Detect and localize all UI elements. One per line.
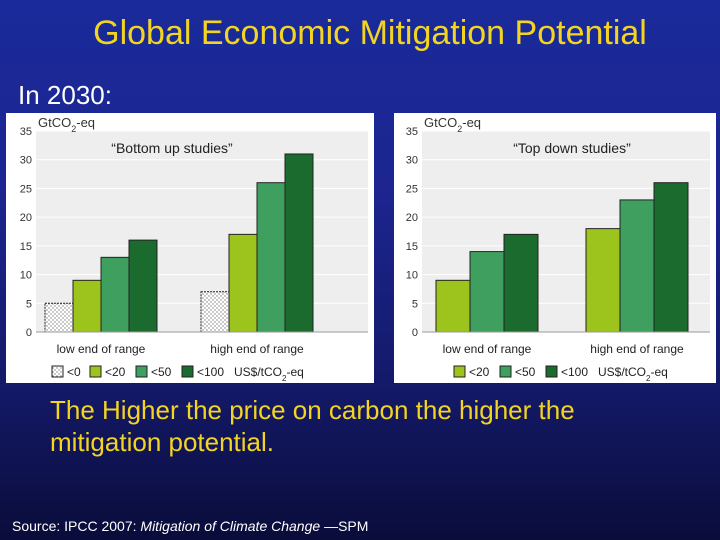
bar-lt20-0 [72,279,102,333]
legend-unit: US$/tCO2-eq [598,365,668,383]
bar-lt100-1 [653,182,689,333]
y-tick-label: 35 [406,126,418,138]
chart-title: “Bottom up studies” [111,140,233,156]
legend-unit: US$/tCO2-eq [234,365,304,383]
y-axis-label: GtCO2-eq [424,115,481,134]
bar-lt0-0 [44,302,74,333]
y-axis-label: GtCO2-eq [38,115,95,134]
y-tick-label: 0 [26,327,32,339]
y-tick-label: 5 [26,298,32,310]
legend-swatch-lt100 [545,365,558,378]
y-tick-label: 0 [412,327,418,339]
source-ref: IPCC 2007: [64,518,137,534]
y-tick-label: 30 [20,155,32,167]
source-suffix: —SPM [324,518,369,534]
y-tick-label: 5 [412,298,418,310]
bar-lt100-0 [503,233,539,333]
chart-title: “Top down studies” [513,140,631,156]
category-label: high end of range [210,342,304,356]
legend-label-lt20: <20 [105,365,126,379]
bar-lt50-1 [619,199,655,333]
legend-label-lt50: <50 [515,365,536,379]
top-down-chart: 0 5 10 15 20 25 30 35 GtCO2-eq “Top down studies”… [406,115,710,383]
source-work: Mitigation of Climate Change [140,518,321,534]
slide-title: Global Economic Mitigation Potential [93,14,647,52]
y-tick-label: 35 [20,126,32,138]
legend-label-lt20: <20 [469,365,490,379]
y-tick-label: 10 [406,270,418,282]
bar-lt100-0 [128,239,158,333]
legend-label-lt0: <0 [67,365,81,379]
y-tick-label: 20 [20,212,32,224]
y-tick-label: 15 [406,241,418,253]
conclusion-text: The Higher the price on carbon the highe… [50,395,575,457]
y-tick-label: 30 [406,155,418,167]
bar-lt20-1 [228,233,258,333]
y-tick-label: 10 [20,270,32,282]
bar-lt20-1 [585,228,621,333]
bar-lt50-0 [469,251,505,333]
y-tick-label: 25 [406,183,418,195]
legend-swatch-lt20 [89,365,102,378]
legend-swatch-lt0 [51,365,64,378]
legend-swatch-lt50 [499,365,512,378]
y-tick-label: 20 [406,212,418,224]
y-tick-label: 25 [20,183,32,195]
bar-lt50-1 [256,182,286,333]
legend-label-lt100: <100 [561,365,588,379]
y-tick-label: 15 [20,241,32,253]
bar-lt0-1 [200,291,230,333]
legend-label-lt50: <50 [151,365,172,379]
bar-lt50-0 [100,256,130,333]
source-prefix: Source: [12,518,61,534]
category-label: low end of range [443,342,532,356]
legend-swatch-lt100 [181,365,194,378]
category-label: high end of range [590,342,684,356]
top-down-chart-panel: 0 5 10 15 20 25 30 35 GtCO2-eq “Top down studies”… [394,113,716,383]
bar-lt100-1 [284,153,314,333]
source-citation: Source: IPCC 2007: Mitigation of Climate… [12,518,368,534]
legend-label-lt100: <100 [197,365,224,379]
legend-swatch-lt20 [453,365,466,378]
bottom-up-chart: 0 5 10 15 20 25 30 35 GtCO2-eq “Bottom up studies… [20,115,368,383]
legend-swatch-lt50 [135,365,148,378]
slide-subtitle: In 2030: [18,80,112,110]
bar-lt20-0 [435,279,471,333]
bottom-up-chart-panel: 0 5 10 15 20 25 30 35 GtCO2-eq “Bottom up studies… [6,113,374,383]
category-label: low end of range [57,342,146,356]
